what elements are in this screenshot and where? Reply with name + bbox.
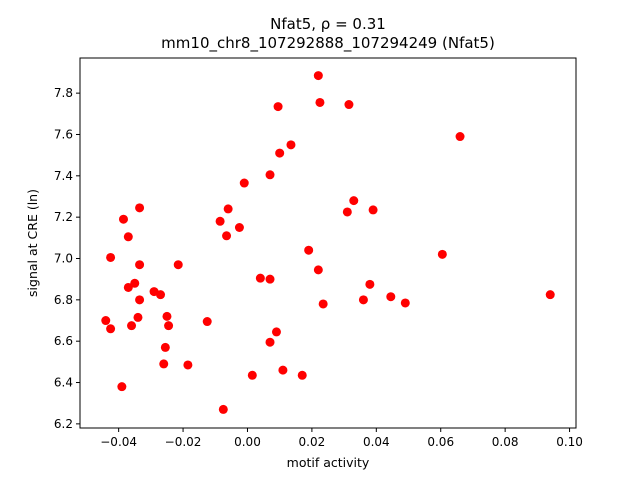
data-point-40 bbox=[101, 316, 111, 326]
x-axis-label: motif activity bbox=[287, 455, 370, 470]
chart-title-line-2: mm10_chr8_107292888_107294249 (Nfat5) bbox=[161, 34, 495, 53]
data-point-2 bbox=[344, 100, 354, 110]
ticks-layer: −0.04 −0.02 0.00 0.02 0.04 0.06 0.08 0.10 6.2 6.4… bbox=[54, 86, 583, 449]
data-point-46 bbox=[265, 337, 275, 347]
data-point-35 bbox=[358, 295, 368, 305]
data-point-14 bbox=[118, 214, 128, 224]
data-point-49 bbox=[183, 360, 193, 370]
x-tick-label-7: 0.10 bbox=[556, 435, 583, 449]
y-tick-label-1: 6.4 bbox=[54, 376, 73, 390]
data-point-12 bbox=[368, 205, 378, 215]
y-tick-label-3: 6.8 bbox=[54, 293, 73, 307]
data-point-52 bbox=[297, 370, 307, 380]
data-point-9 bbox=[349, 196, 359, 206]
data-point-37 bbox=[318, 299, 328, 309]
data-point-19 bbox=[304, 245, 314, 255]
data-point-21 bbox=[106, 252, 116, 262]
data-point-23 bbox=[173, 260, 183, 270]
points-layer bbox=[101, 71, 555, 414]
data-point-32 bbox=[545, 290, 555, 300]
data-point-4 bbox=[455, 132, 465, 142]
data-point-34 bbox=[135, 295, 145, 305]
data-point-26 bbox=[265, 274, 275, 284]
x-tick-label-0: −0.04 bbox=[100, 435, 137, 449]
y-tick-label-4: 7.0 bbox=[54, 252, 73, 266]
x-tick-label-2: 0.00 bbox=[234, 435, 261, 449]
data-point-38 bbox=[162, 311, 172, 321]
data-point-47 bbox=[160, 342, 170, 352]
data-point-25 bbox=[255, 273, 265, 283]
chart-title-line-1: Nfat5, ρ = 0.31 bbox=[270, 15, 386, 33]
data-point-29 bbox=[123, 282, 133, 292]
data-point-8 bbox=[239, 178, 249, 188]
data-point-45 bbox=[271, 327, 281, 337]
data-point-44 bbox=[106, 324, 116, 334]
data-point-39 bbox=[133, 312, 143, 322]
data-point-48 bbox=[159, 359, 169, 369]
y-axis-label: signal at CRE (ln) bbox=[25, 189, 40, 297]
data-point-22 bbox=[135, 260, 145, 270]
data-point-13 bbox=[342, 207, 352, 217]
x-tick-label-3: 0.02 bbox=[299, 435, 326, 449]
x-tick-label-4: 0.04 bbox=[363, 435, 390, 449]
data-point-28 bbox=[365, 279, 375, 289]
data-point-10 bbox=[135, 203, 145, 213]
y-tick-label-5: 7.2 bbox=[54, 210, 73, 224]
x-tick-label-5: 0.06 bbox=[427, 435, 454, 449]
data-point-36 bbox=[400, 298, 410, 308]
data-point-6 bbox=[275, 148, 285, 158]
data-point-20 bbox=[437, 249, 447, 259]
data-point-16 bbox=[234, 222, 244, 232]
data-point-50 bbox=[278, 365, 288, 375]
y-tick-label-0: 6.2 bbox=[54, 417, 73, 431]
data-point-54 bbox=[218, 404, 228, 414]
data-point-43 bbox=[164, 321, 174, 331]
x-tick-label-6: 0.08 bbox=[492, 435, 519, 449]
data-point-17 bbox=[222, 231, 232, 241]
data-point-15 bbox=[215, 216, 225, 226]
data-point-31 bbox=[156, 290, 166, 300]
data-point-42 bbox=[127, 321, 137, 331]
y-tick-label-8: 7.8 bbox=[54, 86, 73, 100]
data-point-3 bbox=[273, 102, 283, 112]
data-point-0 bbox=[313, 71, 323, 81]
plot-frame bbox=[79, 57, 577, 429]
data-point-5 bbox=[286, 140, 296, 150]
data-point-33 bbox=[386, 292, 396, 302]
data-point-7 bbox=[265, 170, 275, 180]
data-point-18 bbox=[123, 232, 133, 242]
data-point-11 bbox=[223, 204, 233, 214]
data-point-53 bbox=[117, 382, 127, 392]
data-point-1 bbox=[315, 97, 325, 107]
data-point-41 bbox=[202, 317, 212, 327]
data-point-51 bbox=[247, 370, 257, 380]
data-point-24 bbox=[313, 265, 323, 275]
x-tick-label-1: −0.02 bbox=[165, 435, 202, 449]
y-tick-label-7: 7.6 bbox=[54, 127, 73, 141]
y-tick-label-6: 7.4 bbox=[54, 169, 73, 183]
y-tick-label-2: 6.6 bbox=[54, 334, 73, 348]
data-point-27 bbox=[130, 278, 140, 288]
